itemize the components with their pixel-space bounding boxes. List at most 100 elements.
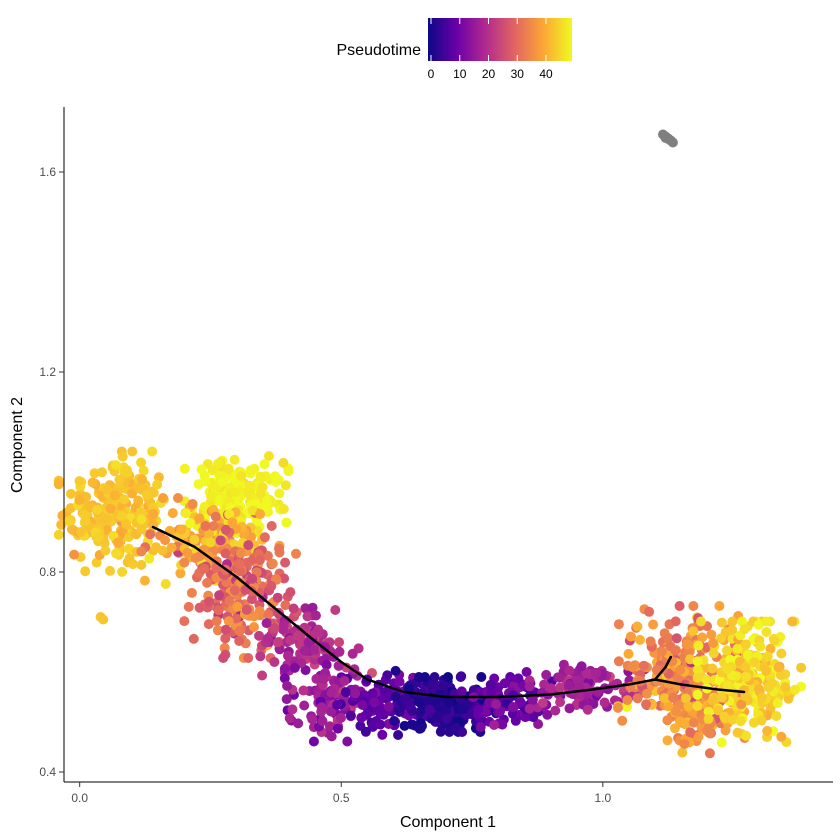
data-point	[716, 737, 727, 748]
data-point	[285, 587, 296, 598]
data-point	[727, 714, 738, 725]
data-point	[124, 553, 135, 564]
data-point	[613, 619, 624, 630]
data-point	[263, 609, 273, 620]
data-point	[648, 619, 659, 630]
data-point	[295, 630, 305, 641]
data-point	[80, 515, 91, 526]
data-point	[508, 702, 519, 712]
data-point	[234, 558, 245, 569]
data-point	[260, 501, 271, 512]
data-point	[613, 656, 624, 667]
data-point	[310, 610, 321, 621]
data-point	[521, 667, 532, 677]
data-point	[515, 697, 526, 708]
data-point	[677, 747, 688, 758]
data-point	[394, 676, 405, 687]
na-data-point	[664, 135, 675, 145]
data-point	[269, 623, 280, 634]
data-point	[780, 682, 791, 693]
data-point	[127, 446, 138, 457]
color-legend: Pseudotime 0 10 20 30 40	[337, 18, 572, 81]
data-point	[119, 494, 130, 505]
data-point	[176, 524, 187, 535]
data-point	[186, 587, 197, 598]
data-point	[692, 689, 703, 700]
data-point	[727, 616, 738, 627]
data-point	[663, 701, 674, 712]
data-point	[309, 628, 320, 639]
data-point	[215, 535, 226, 546]
data-point	[214, 590, 225, 601]
data-point	[645, 636, 656, 647]
y-axis-title: Component 2	[9, 397, 26, 493]
data-point	[166, 542, 177, 553]
trajectory-line	[151, 525, 746, 699]
data-point	[671, 633, 682, 644]
data-point	[289, 662, 300, 673]
y-tick-label: 1.2	[39, 365, 56, 379]
data-point	[255, 488, 266, 499]
data-point	[179, 616, 190, 627]
data-point	[749, 657, 760, 668]
data-point	[173, 493, 183, 503]
data-point	[98, 614, 109, 625]
data-point	[767, 678, 777, 689]
data-point	[662, 715, 673, 726]
data-point	[431, 680, 442, 691]
data-point	[105, 565, 115, 576]
data-point	[486, 687, 497, 698]
data-point	[692, 656, 703, 667]
data-point	[247, 505, 258, 516]
data-point	[641, 699, 652, 710]
data-point	[670, 645, 681, 656]
data-point	[158, 493, 168, 503]
data-point	[303, 637, 314, 648]
data-point	[75, 527, 86, 537]
data-point	[179, 557, 190, 568]
data-point	[302, 611, 313, 622]
data-point	[317, 716, 328, 726]
data-point	[706, 629, 717, 640]
data-point	[206, 491, 217, 502]
data-point	[127, 488, 138, 499]
x-tick-label: 0.5	[333, 791, 350, 805]
data-point	[632, 693, 643, 704]
data-point	[456, 671, 467, 682]
data-point	[204, 596, 215, 607]
data-point	[332, 723, 343, 734]
data-point	[541, 669, 552, 680]
data-point	[732, 727, 743, 738]
data-point	[175, 568, 186, 579]
data-point	[524, 681, 535, 692]
data-point	[390, 691, 401, 702]
data-point	[742, 650, 753, 660]
data-point	[188, 633, 199, 644]
data-point	[269, 657, 280, 667]
data-point	[741, 639, 751, 650]
data-point	[550, 705, 561, 716]
data-point	[692, 701, 703, 711]
data-point	[263, 633, 273, 644]
data-point	[109, 490, 120, 501]
data-point	[415, 723, 426, 734]
data-point	[527, 694, 538, 705]
data-point	[217, 477, 227, 487]
data-point	[157, 545, 168, 556]
data-point	[761, 665, 772, 676]
data-point	[210, 511, 221, 522]
data-point	[475, 722, 486, 732]
data-point	[220, 524, 231, 535]
data-point	[675, 664, 686, 675]
data-point	[357, 700, 368, 710]
data-point	[377, 729, 388, 740]
data-point	[716, 692, 727, 703]
points-layer	[53, 129, 807, 759]
data-point	[117, 566, 128, 577]
data-point	[74, 476, 85, 487]
data-point	[520, 712, 531, 723]
data-point	[393, 730, 404, 740]
data-point	[713, 705, 724, 716]
data-point	[703, 722, 714, 733]
data-point	[693, 731, 704, 742]
